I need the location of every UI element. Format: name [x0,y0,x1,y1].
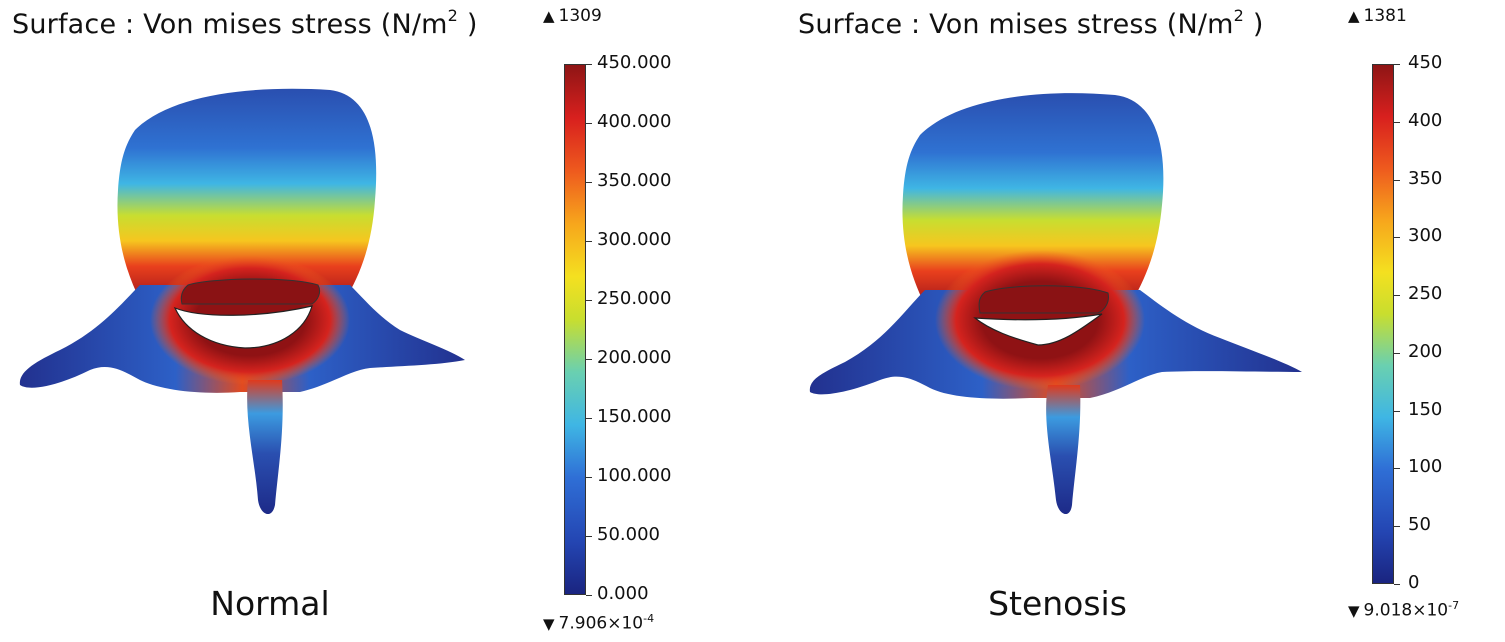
colorbar-tick [1394,237,1400,239]
plot-title: Surface : Von mises stress (N/m2 ) [798,6,1264,40]
colorbar-tick [1394,584,1400,585]
panel-stenosis: Surface : Von mises stress (N/m2 ) Steno… [790,0,1505,642]
title-end: ) [1244,9,1264,40]
colorbar-tick-label: 150 [1408,398,1443,420]
vertebral-canal [173,305,313,349]
colorbar-tick [586,123,592,124]
title-superscript: 2 [1233,6,1245,25]
colorbar-tick-label: 450.000 [597,52,672,73]
colorbar-tick [586,182,592,183]
vertebral-body [117,88,377,300]
colorbar-tick-label: 300 [1408,225,1443,247]
title-text: Surface : Von mises stress (N/m [12,9,448,40]
up-triangle-icon: ▲ [1348,7,1360,25]
colorbar-tick [586,477,592,478]
colorbar-tick-label: 0 [1408,572,1420,593]
colorbar-tick-label: 300.000 [597,229,672,250]
colorbar [1372,64,1394,584]
colorbar-tick [586,595,592,596]
colorbar-tick-label: 100.000 [597,465,672,486]
title-superscript: 2 [447,6,459,25]
colorbar-tick [586,300,592,301]
colorbar-tick-label: 450 [1408,52,1443,73]
vertebra-model-stenosis [809,93,1302,515]
down-triangle-icon: ▼ [1348,601,1360,620]
plot-title: Surface : Von mises stress (N/m2 ) [12,6,478,40]
colorbar-tick [1394,410,1400,412]
colorbar-tick [586,536,592,537]
up-triangle-icon: ▲ [543,7,555,25]
colorbar-tick [1394,179,1400,181]
colorbar-tick [586,359,592,360]
caption-stenosis: Stenosis [988,584,1127,623]
vertebral-body [902,93,1164,306]
colorbar-tick-label: 400.000 [597,111,672,132]
min-value-exponent: -7 [1448,599,1460,612]
min-value-exponent: -4 [643,612,655,625]
colorbar-tick-label: 350 [1408,167,1443,189]
vertebra-model-normal [19,88,466,515]
colorbar-tick [586,241,592,242]
max-value: 1309 [558,6,602,26]
colorbar-tick [1394,295,1400,297]
colorbar-tick [1394,352,1400,354]
colorbar-tick-label: 250 [1408,283,1443,305]
colorbar-tick-label: 0.000 [597,583,649,604]
caption-normal: Normal [210,584,330,623]
colorbar-tick [1394,64,1400,65]
colorbar-tick [1394,468,1400,470]
colorbar-tick-label: 250.000 [597,288,672,309]
title-text: Surface : Von mises stress (N/m [798,9,1234,40]
colorbar [564,64,586,595]
vertebral-canal [973,313,1103,346]
colorbar-tick-label: 200 [1408,340,1443,362]
down-triangle-icon: ▼ [543,614,555,633]
colorbar-tick [1394,526,1400,528]
colorbar-tick [586,64,592,65]
colorbar-tick-label: 100 [1408,456,1443,478]
colorbar-tick [586,418,592,419]
colorbar-tick-label: 150.000 [597,406,672,427]
colorbar-tick-label: 50 [1408,514,1431,536]
min-value-base: 9.018×10 [1363,600,1449,621]
min-marker: ▼ 7.906×10-4 [543,612,654,634]
spinous-process [247,380,283,515]
colorbar-tick-label: 400 [1408,109,1443,131]
colorbar-tick-label: 350.000 [597,170,672,191]
min-value-base: 7.906×10 [558,613,644,634]
max-marker: ▲ 1381 [1348,6,1407,26]
max-value: 1381 [1363,6,1407,26]
max-marker: ▲ 1309 [543,6,602,26]
spinous-process [1046,385,1081,515]
title-end: ) [458,9,478,40]
min-marker: ▼ 9.018×10-7 [1348,599,1459,621]
colorbar-tick [1394,121,1400,123]
panel-normal: Surface : Von mises stress (N/m2 ) Norma… [0,0,752,642]
colorbar-tick-label: 200.000 [597,347,672,368]
colorbar-tick-label: 50.000 [597,524,660,545]
